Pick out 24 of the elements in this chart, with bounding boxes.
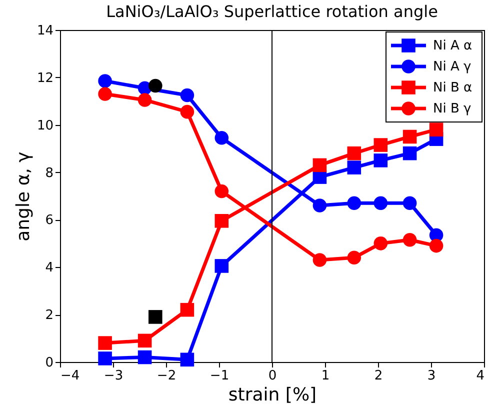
x-tick-label: 0 bbox=[268, 368, 277, 384]
legend-label: Ni B α bbox=[433, 80, 472, 96]
legend-label: Ni B γ bbox=[433, 102, 472, 116]
y-tick-label: 14 bbox=[36, 24, 54, 38]
x-tick-label: −1 bbox=[210, 368, 230, 384]
x-tick-label: −3 bbox=[104, 368, 124, 384]
y-tick-label: 4 bbox=[45, 260, 54, 276]
y-tick-label: 8 bbox=[45, 166, 54, 181]
x-tick-label: −2 bbox=[156, 368, 176, 384]
x-tick-label: 4 bbox=[476, 368, 484, 384]
x-tick-label: 2 bbox=[374, 368, 383, 384]
y-axis-title: angle α, γ bbox=[12, 151, 34, 242]
y-tick-label: 10 bbox=[36, 118, 54, 134]
x-tick-label: −4 bbox=[60, 368, 80, 384]
legend-label: Ni A γ bbox=[433, 60, 472, 74]
legend-label: Ni A α bbox=[433, 38, 472, 54]
x-axis-title: strain [%] bbox=[228, 384, 317, 406]
y-tick-label: 2 bbox=[45, 308, 54, 324]
y-tick-label: 6 bbox=[45, 213, 54, 228]
x-tick-label: 1 bbox=[321, 368, 330, 384]
x-tick-label: 3 bbox=[427, 368, 436, 384]
y-tick-label: 0 bbox=[45, 356, 54, 370]
y-tick-label: 12 bbox=[36, 70, 54, 86]
chart-title: LaNiO₃/LaAlO₃ Superlattice rotation angle bbox=[106, 2, 438, 21]
